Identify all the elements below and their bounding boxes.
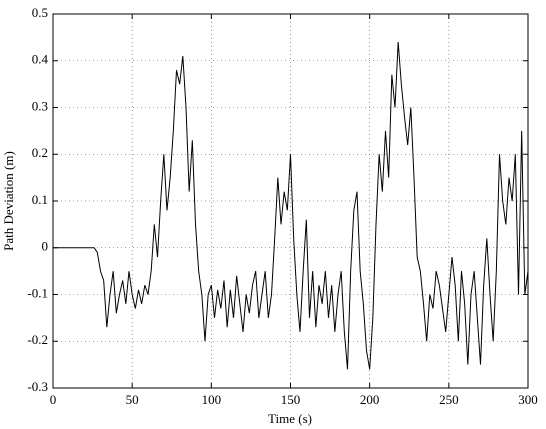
y-tick-label: 0.4 [32,52,49,67]
y-tick-label: 0 [42,239,49,254]
x-tick-label: 50 [126,392,139,407]
x-tick-label: 200 [360,392,380,407]
y-tick-label: -0.2 [27,332,48,347]
y-tick-label: 0.1 [32,192,48,207]
x-tick-label: 300 [518,392,538,407]
data-line [53,42,529,370]
y-axis-label: Path Deviation (m) [1,151,16,251]
y-tick-label: -0.3 [27,379,48,394]
y-tick-label: -0.1 [27,285,48,300]
x-tick-label: 250 [439,392,459,407]
x-tick-label: 0 [50,392,57,407]
plot-frame [52,13,529,389]
y-tick-label: 0.2 [32,145,48,160]
y-tick-label: 0.5 [32,5,48,20]
y-tick-label: 0.3 [32,98,48,113]
x-tick-label: 150 [281,392,301,407]
x-tick-label: 100 [202,392,222,407]
x-axis-label: Time (s) [268,411,312,426]
